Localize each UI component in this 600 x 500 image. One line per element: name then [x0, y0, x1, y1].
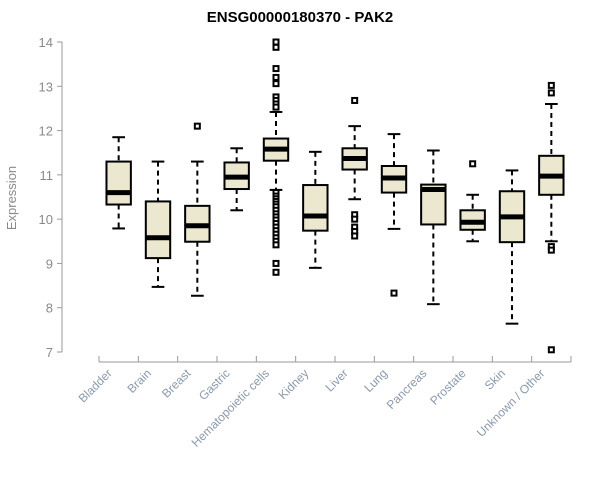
outlier-point: [272, 73, 280, 81]
y-tick-label: 8: [46, 301, 53, 316]
outlier-point: [390, 289, 398, 297]
outlier-point: [272, 65, 280, 73]
y-tick-label: 11: [40, 168, 54, 183]
box-group-unknown-other: [538, 81, 565, 354]
x-tick-label-lung: Lung: [361, 366, 390, 395]
box-group-skin: [498, 169, 526, 325]
x-tick-label-bladder: Bladder: [76, 366, 115, 405]
chart-title: ENSG00000180370 - PAK2: [207, 9, 394, 26]
box-series: [105, 38, 565, 354]
outlier-point: [547, 81, 555, 89]
y-tick-label: 13: [39, 79, 53, 94]
iqr-box: [302, 184, 329, 232]
outlier-point: [272, 103, 280, 111]
box-group-pancreas: [420, 149, 447, 306]
box-group-lung: [380, 133, 408, 297]
outlier-point: [272, 80, 280, 88]
outlier-point: [272, 38, 280, 46]
y-axis-label: Expression: [4, 166, 19, 230]
y-axis: 7 8 9 10 11 12 13 14: [39, 35, 63, 360]
x-tick-label-kidney: Kidney: [276, 366, 312, 402]
box-group-breast: [184, 122, 211, 297]
outlier-point: [272, 241, 280, 249]
box-group-prostate: [459, 160, 486, 243]
x-tick-label-unknown-other: Unknown / Other: [474, 366, 548, 440]
iqr-box: [105, 160, 132, 206]
iqr-box: [144, 200, 172, 260]
x-tick-label-liver: Liver: [322, 366, 350, 394]
x-tick-label-breast: Breast: [159, 366, 194, 401]
x-tick-label-hematopoietic-cells: Hematopoietic cells: [189, 366, 272, 449]
x-tick-label-skin: Skin: [482, 366, 508, 392]
outlier-point: [193, 122, 201, 130]
box-group-gastric: [223, 147, 250, 212]
outlier-point: [272, 259, 280, 267]
box-group-liver: [341, 96, 368, 240]
y-tick-label: 14: [39, 35, 53, 50]
outlier-point: [351, 215, 359, 223]
x-tick-label-brain: Brain: [124, 366, 154, 396]
outlier-point: [351, 96, 359, 104]
outlier-point: [469, 160, 477, 168]
outlier-point: [547, 246, 555, 254]
y-tick-label: 7: [46, 345, 53, 360]
y-tick-label: 9: [46, 256, 53, 271]
outlier-point: [351, 232, 359, 240]
outlier-point: [547, 89, 555, 97]
y-tick-label: 10: [39, 212, 53, 227]
x-tick-label-prostate: Prostate: [427, 366, 469, 408]
box-group-bladder: [105, 136, 132, 230]
x-tick-label-pancreas: Pancreas: [384, 366, 430, 412]
box-group-kidney: [302, 150, 329, 269]
x-tick-label-gastric: Gastric: [196, 366, 233, 403]
box-group-hematopoietic-cells: [262, 38, 290, 276]
box-group-brain: [144, 160, 172, 288]
y-tick-label: 12: [39, 124, 53, 139]
outlier-point: [272, 268, 280, 276]
outlier-point: [547, 346, 555, 354]
outlier-point: [272, 43, 280, 51]
